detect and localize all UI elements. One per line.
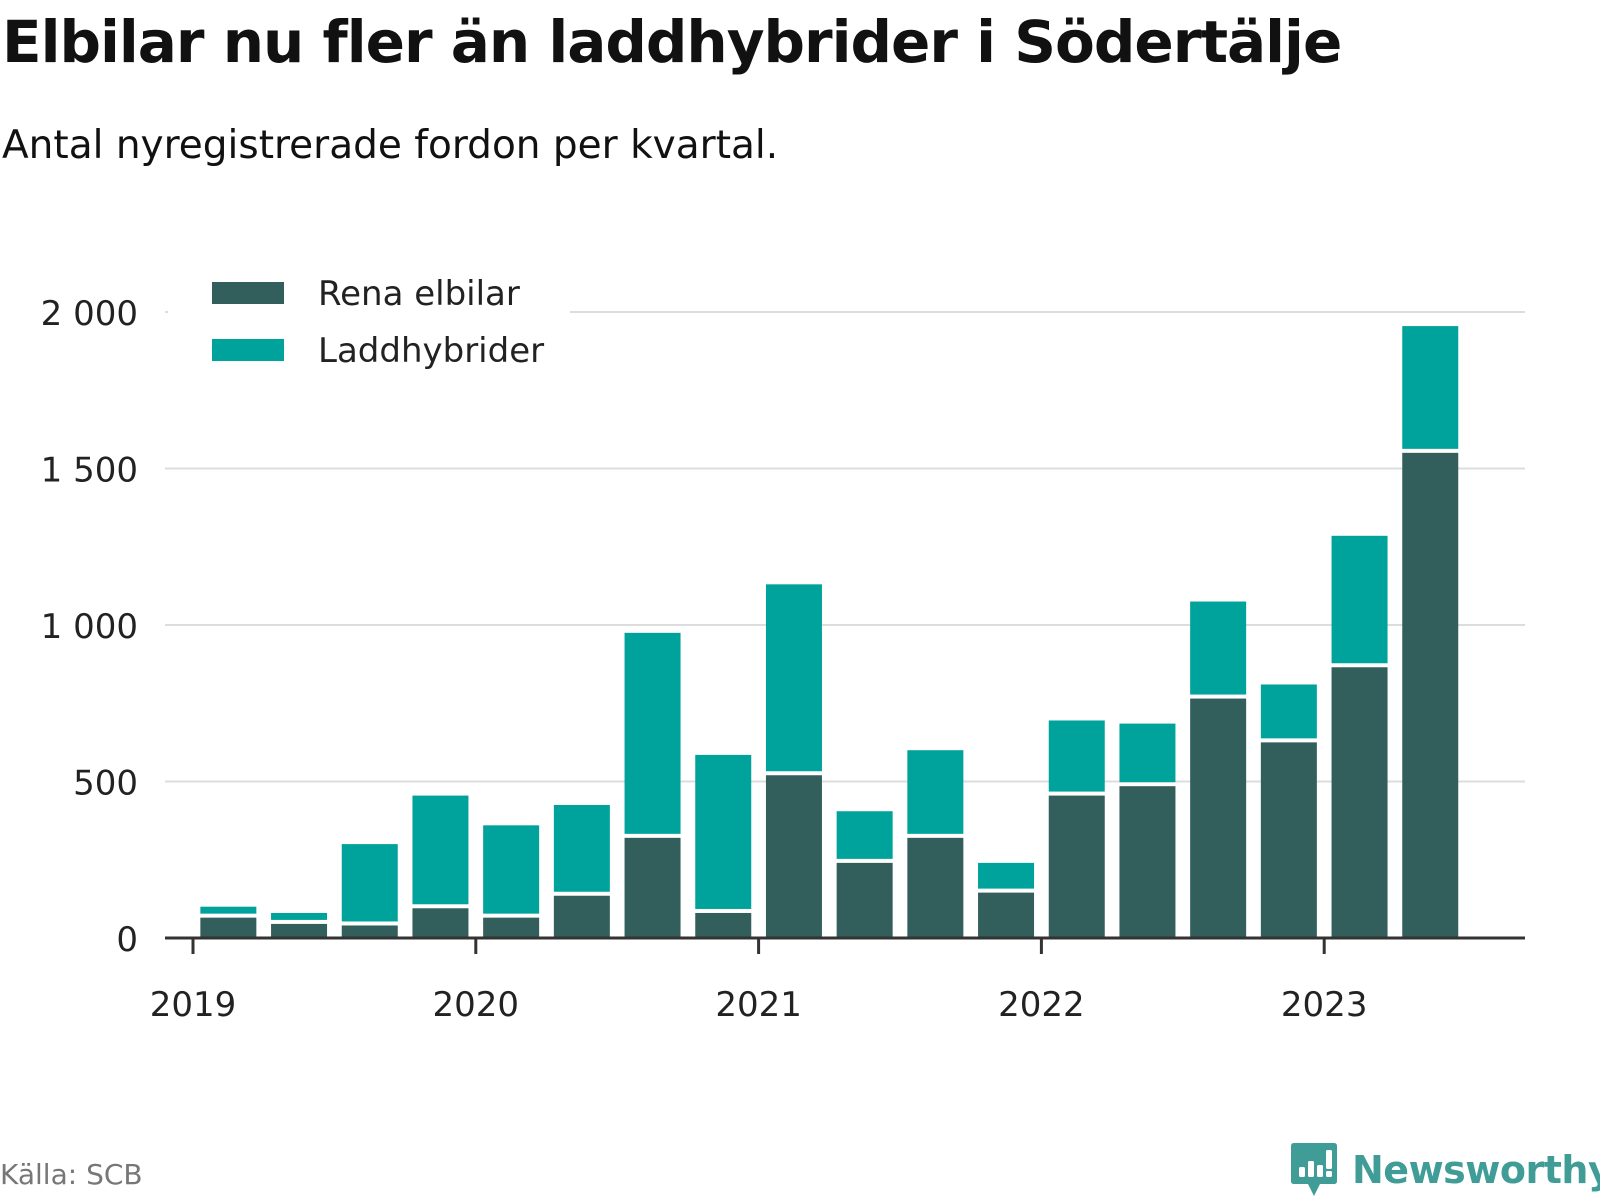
legend-label: Rena elbilar <box>318 274 520 314</box>
legend-label: Laddhybrider <box>318 331 544 371</box>
bar-laddhybrider <box>1331 535 1388 664</box>
legend-swatch <box>212 339 284 361</box>
bar-laddhybrider <box>765 584 822 772</box>
newsworthy-logo: Newsworthy <box>1290 1140 1600 1200</box>
y-axis-labels: 0 500 1 000 1 500 2 000 <box>41 294 138 960</box>
x-tick-label: 2021 <box>715 985 802 1025</box>
legend: Rena elbilar Laddhybrider <box>168 264 570 386</box>
x-tick-label: 2019 <box>150 985 237 1025</box>
bar-laddhybrider <box>624 632 681 834</box>
x-tick-label: 2020 <box>433 985 520 1025</box>
y-tick-label: 2 000 <box>41 294 138 334</box>
bar-laddhybrider <box>1260 684 1317 739</box>
bar-laddhybrider <box>553 804 610 892</box>
chart-subtitle: Antal nyregistrerade fordon per kvartal. <box>2 123 779 168</box>
bar-rena-elbilar <box>836 862 893 938</box>
x-axis: 2019 2020 2021 2022 2023 <box>150 936 1525 1025</box>
stacked-bar-chart: 0 500 1 000 1 500 2 000 2019 2020 2021 2022 2023… <box>40 264 1525 1025</box>
source-note: Källa: SCB <box>0 1158 143 1191</box>
newsworthy-logo-icon <box>1291 1143 1337 1196</box>
bar-rena-elbilar <box>553 895 610 938</box>
y-tick-label: 1 500 <box>41 451 138 491</box>
bar-rena-elbilar <box>624 837 681 938</box>
bar-laddhybrider <box>1119 723 1176 783</box>
bar-laddhybrider <box>483 825 540 914</box>
bar-laddhybrider <box>836 811 893 859</box>
y-tick-label: 0 <box>116 920 138 960</box>
bar-rena-elbilar <box>1260 742 1317 938</box>
bar-laddhybrider <box>412 795 469 905</box>
bar-rena-elbilar <box>1048 795 1105 938</box>
bar-laddhybrider <box>1402 326 1459 449</box>
bar-rena-elbilar <box>978 892 1035 938</box>
y-tick-label: 1 000 <box>41 607 138 647</box>
y-tick-label: 500 <box>73 764 138 804</box>
bars <box>200 326 1459 938</box>
bar-laddhybrider <box>271 912 328 920</box>
bar-laddhybrider <box>907 750 964 834</box>
bar-rena-elbilar <box>1190 698 1247 938</box>
bar-rena-elbilar <box>483 917 540 938</box>
x-tick-label: 2022 <box>998 985 1085 1025</box>
bar-rena-elbilar <box>1119 786 1176 938</box>
bar-rena-elbilar <box>271 923 328 938</box>
bar-rena-elbilar <box>200 917 257 938</box>
bar-rena-elbilar <box>1402 452 1459 938</box>
bar-laddhybrider <box>978 862 1035 889</box>
bar-rena-elbilar <box>907 837 964 938</box>
bar-laddhybrider <box>200 906 257 914</box>
bar-laddhybrider <box>695 754 752 909</box>
bar-rena-elbilar <box>412 908 469 938</box>
bar-rena-elbilar <box>765 775 822 938</box>
bar-rena-elbilar <box>1331 667 1388 938</box>
bar-laddhybrider <box>341 844 398 922</box>
bar-laddhybrider <box>1048 720 1105 792</box>
legend-swatch <box>212 282 284 304</box>
chart-title: Elbilar nu fler än laddhybrider i Södert… <box>2 8 1342 76</box>
bar-laddhybrider <box>1190 601 1247 695</box>
bar-rena-elbilar <box>341 925 398 938</box>
x-tick-label: 2023 <box>1281 985 1368 1025</box>
bar-rena-elbilar <box>695 912 752 938</box>
brand-name: Newsworthy <box>1352 1148 1600 1192</box>
